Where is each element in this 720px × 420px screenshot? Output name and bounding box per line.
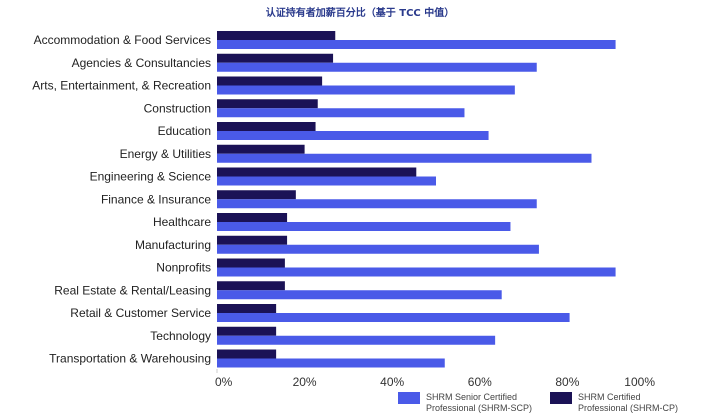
category-label: Technology [150, 329, 211, 343]
bar-shrm-scp [217, 62, 537, 72]
legend-swatch-scp [398, 392, 420, 404]
bar-shrm-scp [217, 108, 465, 118]
bar-shrm-scp [217, 290, 502, 300]
category-labels: Accommodation & Food Services Agencies & … [32, 33, 211, 366]
bar-shrm-scp [217, 222, 511, 231]
category-label: Healthcare [153, 215, 211, 229]
bar-shrm-cp [217, 144, 305, 154]
category-label: Education [158, 124, 211, 138]
bar-shrm-cp [217, 76, 323, 86]
bar-shrm-scp [217, 131, 489, 140]
legend-cp: SHRM Certified Professional (SHRM-CP) [550, 392, 688, 414]
x-tick-label: 100% [624, 375, 655, 389]
bar-shrm-scp [217, 335, 496, 345]
bar-shrm-scp [217, 244, 539, 254]
category-label: Construction [144, 101, 211, 115]
x-tick-label: 60% [468, 375, 492, 389]
bar-shrm-cp [217, 349, 277, 359]
bar-shrm-cp [217, 190, 296, 200]
category-label: Manufacturing [135, 238, 211, 252]
category-label: Arts, Entertainment, & Recreation [32, 79, 211, 93]
bar-shrm-cp [217, 53, 334, 63]
category-label: Retail & Customer Service [70, 306, 211, 320]
chart-title: 认证持有者加薪百分比（基于 TCC 中值） [265, 8, 455, 19]
bar-shrm-scp [217, 153, 592, 163]
x-tick-label: 80% [555, 375, 579, 389]
legend-label-scp: SHRM Senior Certified Professional (SHRM… [426, 392, 533, 413]
legend: SHRM Senior Certified Professional (SHRM… [398, 392, 536, 414]
bar-shrm-cp [217, 258, 285, 268]
bar-shrm-cp [217, 281, 285, 291]
bar-shrm-cp [217, 122, 316, 131]
category-label: Nonprofits [156, 261, 211, 275]
bar-shrm-scp [217, 199, 537, 209]
bar-shrm-scp [217, 358, 445, 368]
bar-shrm-cp [217, 31, 336, 40]
bar-shrm-cp [217, 326, 277, 336]
bar-shrm-scp [217, 40, 616, 49]
bar-shrm-scp [217, 85, 515, 95]
bar-shrm-scp [217, 176, 436, 186]
bar-shrm-cp [217, 167, 417, 177]
category-label: Agencies & Consultancies [72, 56, 211, 70]
legend-label-cp: SHRM Certified Professional (SHRM-CP) [578, 392, 679, 413]
category-label: Transportation & Warehousing [49, 352, 211, 366]
x-tick-label: 40% [380, 375, 404, 389]
bar-shrm-cp [217, 213, 288, 222]
bar-shrm-cp [217, 99, 318, 109]
bar-shrm-scp [217, 267, 616, 277]
bar-shrm-cp [217, 235, 288, 245]
x-tick-label: 20% [293, 375, 317, 389]
category-label: Finance & Insurance [101, 192, 211, 206]
bars-group [217, 31, 616, 368]
x-tick-label: 0% [215, 375, 233, 389]
category-label: Real Estate & Rental/Leasing [54, 283, 211, 297]
category-label: Engineering & Science [90, 170, 212, 184]
bar-shrm-scp [217, 313, 570, 322]
bar-shrm-cp [217, 304, 277, 313]
category-label: Accommodation & Food Services [34, 33, 211, 47]
x-axis: 0% 20% 40% 60% 80% 100% [215, 369, 655, 389]
legend-swatch-cp [550, 392, 572, 404]
category-label: Energy & Utilities [120, 147, 211, 161]
